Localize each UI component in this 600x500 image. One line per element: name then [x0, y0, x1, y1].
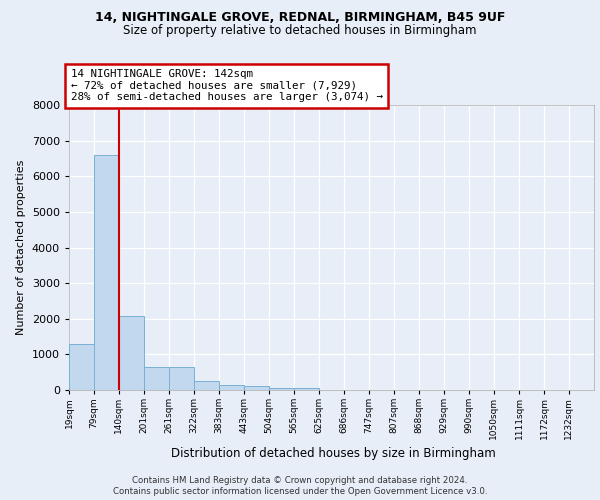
- Text: Size of property relative to detached houses in Birmingham: Size of property relative to detached ho…: [123, 24, 477, 37]
- Text: Distribution of detached houses by size in Birmingham: Distribution of detached houses by size …: [170, 448, 496, 460]
- Text: 14, NIGHTINGALE GROVE, REDNAL, BIRMINGHAM, B45 9UF: 14, NIGHTINGALE GROVE, REDNAL, BIRMINGHA…: [95, 11, 505, 24]
- Text: Contains HM Land Registry data © Crown copyright and database right 2024.: Contains HM Land Registry data © Crown c…: [132, 476, 468, 485]
- Text: Contains public sector information licensed under the Open Government Licence v3: Contains public sector information licen…: [113, 488, 487, 496]
- Bar: [69, 344, 94, 390]
- Y-axis label: Number of detached properties: Number of detached properties: [16, 160, 26, 335]
- Bar: [194, 381, 219, 390]
- Bar: [144, 367, 169, 390]
- Bar: [294, 388, 319, 390]
- Bar: [269, 388, 294, 390]
- Bar: [244, 386, 269, 390]
- Bar: [169, 367, 194, 390]
- Bar: [94, 155, 119, 390]
- Bar: [119, 316, 144, 390]
- Bar: [219, 386, 244, 390]
- Text: 14 NIGHTINGALE GROVE: 142sqm
← 72% of detached houses are smaller (7,929)
28% of: 14 NIGHTINGALE GROVE: 142sqm ← 72% of de…: [71, 69, 383, 102]
